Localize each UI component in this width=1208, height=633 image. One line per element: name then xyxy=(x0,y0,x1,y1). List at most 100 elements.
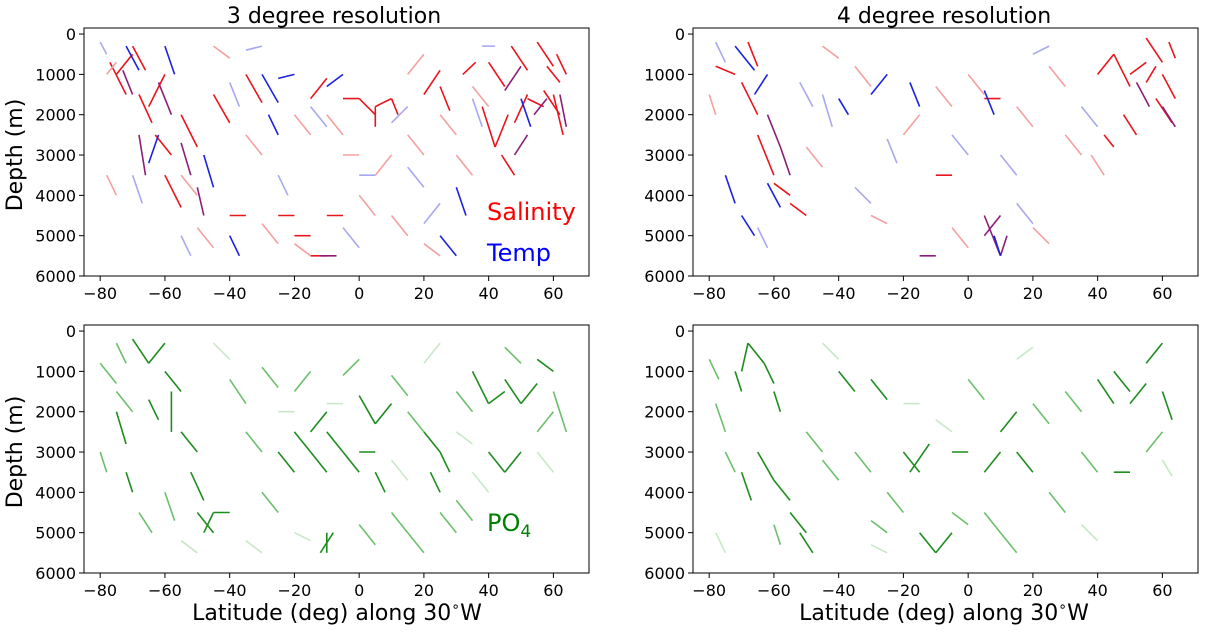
data-segment xyxy=(1064,390,1083,413)
data-segment xyxy=(1080,106,1099,128)
y-tick-label: 4000 xyxy=(644,186,685,205)
data-segment xyxy=(999,532,1018,554)
data-segment xyxy=(773,524,782,546)
data-segment xyxy=(1161,391,1173,421)
data-segment xyxy=(999,154,1018,176)
data-segment xyxy=(267,114,279,136)
data-segment xyxy=(1135,82,1151,107)
data-segment xyxy=(148,342,166,364)
y-tick-label: 1000 xyxy=(35,65,76,84)
data-segment xyxy=(115,53,134,75)
y-tick-label: 2000 xyxy=(35,106,76,125)
axis-ticks: −80 −60 −40 −20 0 20 40 60 0 1000 2000 3000 4000 5000… xyxy=(644,322,1172,600)
data-segment xyxy=(870,214,888,225)
data-segment xyxy=(471,98,483,128)
data-segment xyxy=(358,98,376,116)
x-tick-label: 20 xyxy=(414,581,434,600)
axis-ticks: −80 −60 −40 −20 0 20 40 60 0 1000 2000 3000 4000 5000… xyxy=(35,25,563,303)
data-segment xyxy=(488,390,506,405)
data-segment xyxy=(510,45,529,71)
data-segment xyxy=(1016,451,1034,473)
data-segments xyxy=(99,41,568,257)
data-segment xyxy=(773,391,782,412)
data-segment xyxy=(423,69,441,95)
data-segment xyxy=(740,215,756,237)
data-segment xyxy=(439,235,457,257)
data-segment xyxy=(481,106,496,148)
data-segment xyxy=(715,65,736,76)
data-segment xyxy=(1080,524,1099,542)
data-segment xyxy=(870,73,888,96)
data-segment xyxy=(536,451,555,473)
y-tick-label: 5000 xyxy=(644,227,685,246)
x-tick-label: −80 xyxy=(83,581,117,600)
data-segment xyxy=(805,146,824,168)
data-segment xyxy=(125,45,140,71)
data-segment xyxy=(1145,431,1164,453)
y-axis-label: Depth (m) xyxy=(3,99,28,212)
data-segment xyxy=(1096,378,1115,405)
data-segment xyxy=(1096,53,1115,75)
data-segment xyxy=(99,41,108,55)
data-segment xyxy=(374,154,393,176)
data-segment xyxy=(714,403,727,433)
data-segment xyxy=(533,98,548,116)
data-segment xyxy=(122,69,134,95)
data-segment xyxy=(180,174,198,196)
data-segment xyxy=(164,492,176,521)
data-segment xyxy=(106,61,118,75)
x-tick-label: −60 xyxy=(148,581,182,600)
data-segment xyxy=(358,194,376,216)
panel-3deg: 3 degree resolution Depth (m) −80 −60 −40−… xyxy=(3,4,590,303)
data-segment xyxy=(374,403,393,425)
data-segment xyxy=(967,378,985,401)
data-segment xyxy=(734,371,743,392)
data-segment xyxy=(870,544,888,554)
x-tick-label: −40 xyxy=(213,284,247,303)
data-segment xyxy=(536,41,555,67)
data-segment xyxy=(838,370,856,393)
data-segment xyxy=(471,471,490,493)
data-segment xyxy=(164,45,176,75)
data-segment xyxy=(747,41,759,67)
data-segment xyxy=(471,371,490,404)
data-segment xyxy=(902,114,921,136)
data-segment xyxy=(138,94,153,124)
x-tick-label: −60 xyxy=(148,284,182,303)
x-tick-label: −20 xyxy=(887,581,921,600)
data-segment xyxy=(99,451,108,473)
data-segment xyxy=(180,114,199,148)
plot-frame xyxy=(83,324,590,574)
data-segment xyxy=(180,142,192,176)
x-tick-label: 20 xyxy=(414,284,434,303)
data-segment xyxy=(1080,451,1099,473)
x-tick-label: −60 xyxy=(757,284,791,303)
data-segment xyxy=(799,532,814,554)
data-segment xyxy=(455,154,474,176)
plot-frame xyxy=(692,27,1199,277)
x-tick-label: −40 xyxy=(822,581,856,600)
data-segment xyxy=(147,74,166,107)
data-segment xyxy=(390,459,409,481)
data-segment xyxy=(1032,403,1050,425)
data-segments xyxy=(99,338,568,554)
data-segment xyxy=(935,85,953,108)
data-segment xyxy=(854,186,872,204)
data-segment xyxy=(277,174,289,196)
data-segment xyxy=(740,342,749,372)
data-segment xyxy=(390,374,409,397)
data-segment xyxy=(115,411,127,445)
data-segment xyxy=(293,370,312,393)
y-tick-label: 5000 xyxy=(644,524,685,543)
x-tick-label: 0 xyxy=(963,581,973,600)
data-segment xyxy=(886,138,898,164)
data-segment xyxy=(870,519,888,534)
data-segment xyxy=(390,511,409,534)
x-tick-label: −80 xyxy=(83,284,117,303)
x-tick-label: −20 xyxy=(278,581,312,600)
x-tick-label: 40 xyxy=(478,581,498,600)
data-segment xyxy=(245,134,263,156)
y-tick-label: 5000 xyxy=(35,227,76,246)
data-segment xyxy=(789,511,807,534)
y-tick-label: 0 xyxy=(66,25,76,44)
